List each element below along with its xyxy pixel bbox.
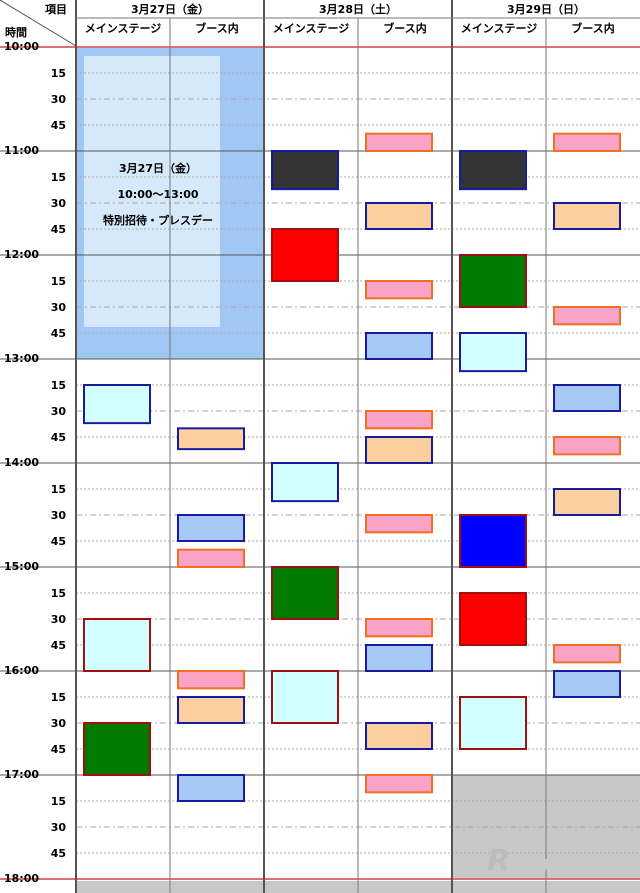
header-diagonal: [0, 0, 77, 47]
press-day-panel: [84, 56, 220, 327]
quarter-label: 15: [51, 171, 66, 184]
event-block: [83, 618, 151, 672]
event-block: [271, 462, 339, 503]
event-block: [553, 132, 621, 153]
event-block: [459, 254, 527, 308]
event-block: [365, 644, 433, 672]
column-header-main-stage: メインステージ: [273, 22, 350, 35]
event-block: [177, 696, 245, 724]
quarter-label: 15: [51, 795, 66, 808]
quarter-label: 30: [51, 197, 67, 210]
quarter-label: 45: [51, 327, 66, 340]
quarter-label: 15: [51, 379, 66, 392]
hour-label: 15:00: [4, 560, 39, 573]
quarter-label: 30: [51, 821, 67, 834]
quarter-label: 45: [51, 535, 66, 548]
hour-label: 17:00: [4, 768, 39, 781]
quarter-label: 45: [51, 431, 66, 444]
quarter-label: 45: [51, 223, 66, 236]
quarter-label: 15: [51, 275, 66, 288]
event-block: [177, 670, 245, 690]
event-block: [365, 722, 433, 750]
item-label: 項目: [45, 3, 67, 16]
quarter-label: 30: [51, 405, 67, 418]
event-block: [177, 548, 245, 569]
event-block: [271, 566, 339, 620]
quarter-label: 15: [51, 691, 66, 704]
quarter-label: 45: [51, 639, 66, 652]
day-header-0: 3月27日（金）: [131, 2, 209, 16]
column-header-main-stage: メインステージ: [461, 22, 538, 35]
event-block: [177, 514, 245, 542]
event-block: [271, 150, 339, 191]
press-day-note-line: 3月27日（金）: [119, 161, 197, 175]
event-block: [553, 202, 621, 230]
response-watermark: Response.: [486, 844, 630, 879]
quarter-label: 30: [51, 717, 67, 730]
hour-label: 18:00: [4, 872, 39, 885]
quarter-label: 30: [51, 301, 67, 314]
event-block: [177, 427, 245, 451]
event-block: [365, 618, 433, 638]
event-block: [365, 410, 433, 430]
quarter-label: 45: [51, 847, 66, 860]
quarter-label: 45: [51, 119, 66, 132]
event-block: [553, 306, 621, 326]
event-block: [459, 696, 527, 750]
event-block: [365, 132, 433, 153]
event-block: [271, 228, 339, 282]
event-block: [459, 150, 527, 191]
event-block: [365, 514, 433, 534]
event-block: [459, 592, 527, 646]
quarter-label: 30: [51, 509, 67, 522]
quarter-label: 15: [51, 587, 66, 600]
day-header-2: 3月29日（日）: [507, 3, 585, 16]
hour-label: 12:00: [4, 248, 39, 261]
quarter-label: 30: [51, 613, 67, 626]
event-block: [553, 644, 621, 664]
event-block: [553, 670, 621, 698]
event-block: [365, 202, 433, 230]
event-block: [83, 722, 151, 776]
column-header-booth: ブース内: [383, 21, 426, 35]
column-header-main-stage: メインステージ: [85, 22, 162, 35]
hour-label: 11:00: [4, 144, 39, 157]
event-block: [177, 774, 245, 802]
quarter-label: 15: [51, 67, 66, 80]
event-block: [365, 332, 433, 360]
press-day-note-line: 特別招待・プレスデー: [103, 213, 213, 227]
event-block: [83, 384, 151, 425]
hour-label: 10:00: [4, 40, 39, 53]
quarter-label: 30: [51, 93, 67, 106]
header-background: [0, 0, 640, 46]
day-header-1: 3月28日（土）: [319, 2, 397, 16]
event-block: [553, 384, 621, 412]
time-label: 時間: [5, 25, 27, 39]
quarter-label: 45: [51, 743, 66, 756]
event-block: [459, 332, 527, 373]
hour-label: 13:00: [4, 352, 39, 365]
event-block: [365, 280, 433, 300]
hour-label: 14:00: [4, 456, 39, 469]
event-block: [365, 774, 433, 794]
event-block: [459, 514, 527, 568]
event-block: [553, 436, 621, 456]
event-block: [271, 670, 339, 724]
press-day-note-line: 10:00～13:00: [117, 188, 198, 201]
column-header-booth: ブース内: [195, 21, 238, 35]
column-header-booth: ブース内: [571, 21, 614, 35]
event-block: [553, 488, 621, 516]
hour-label: 16:00: [4, 664, 39, 677]
event-block: [365, 436, 433, 464]
quarter-label: 15: [51, 483, 66, 496]
